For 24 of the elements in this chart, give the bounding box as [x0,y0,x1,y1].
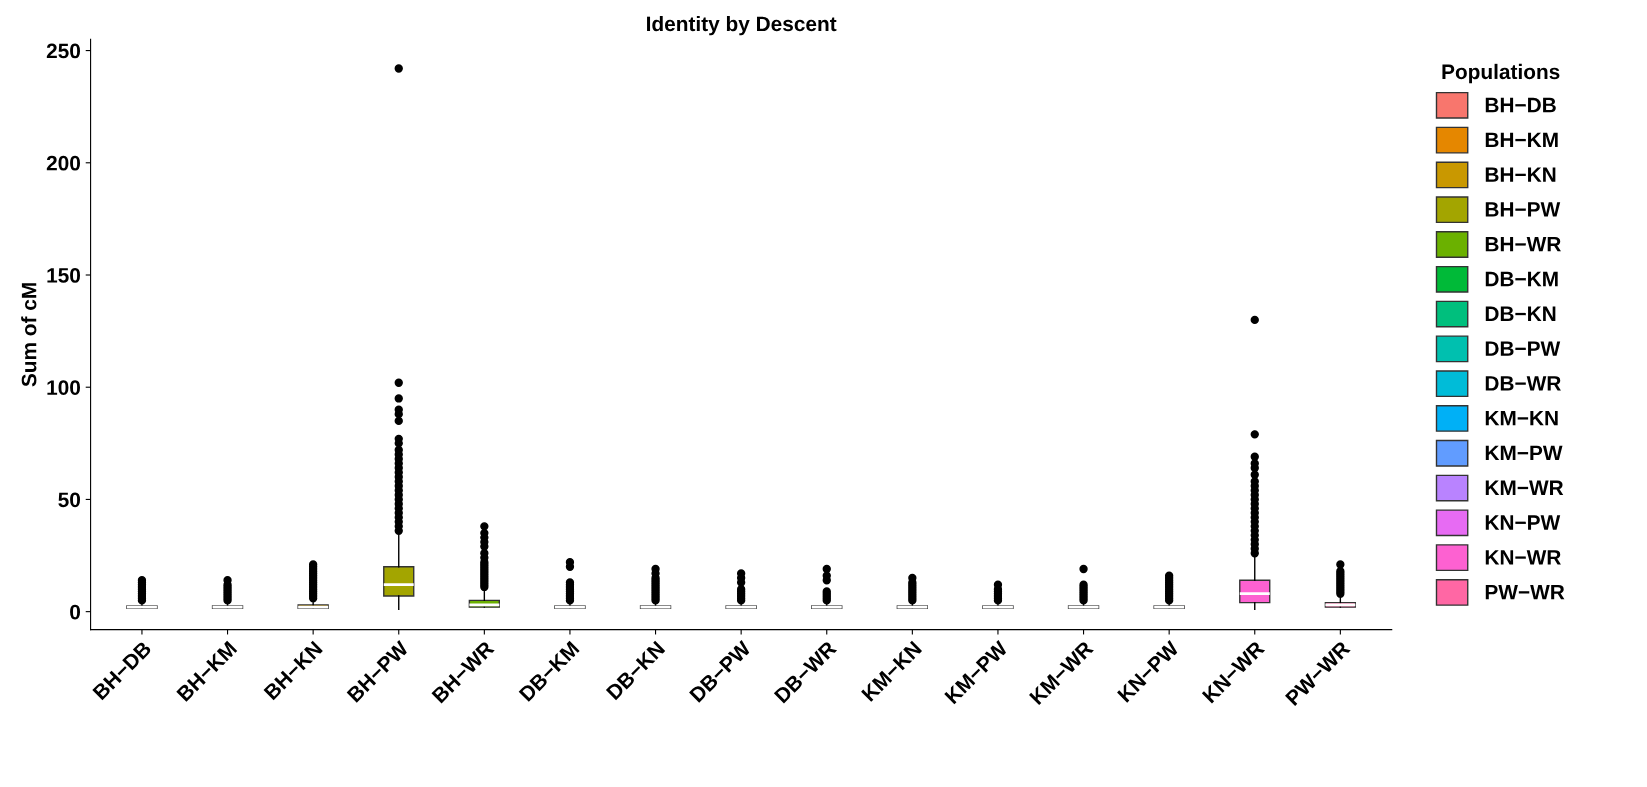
legend-label: BH−KN [1485,167,1556,182]
y-tick-label: 100 [47,380,81,395]
y-tick-label: 50 [58,492,81,508]
y-tick-label: 0 [70,604,81,620]
legend-label: DB−KN [1485,306,1556,321]
y-tick-label: 150 [47,268,81,283]
legend-label: PW−WR [1485,584,1565,600]
legend-label: BH−PW [1485,202,1561,217]
legend-label: KN−WR [1485,550,1561,565]
legend-label: KN−PW [1485,515,1561,530]
legend-title: Populations [1442,63,1560,84]
legend-label: BH−DB [1485,97,1556,113]
y-tick-label: 200 [46,155,81,171]
chart-title: Identity by Descent [647,15,837,36]
legend-label: KM−WR [1485,480,1564,495]
legend-label: KM−PW [1485,445,1563,461]
legend-label: DB−PW [1485,341,1561,356]
y-tick-label: 250 [46,43,81,59]
legend-label: BH−WR [1485,237,1561,252]
legend-label: DB−KM [1485,271,1558,287]
y-axis-title: Sum of cM [21,283,37,387]
legend-label: DB−WR [1485,376,1561,391]
legend-label: KM−KN [1485,411,1558,426]
legend-label: BH−KM [1485,132,1558,147]
